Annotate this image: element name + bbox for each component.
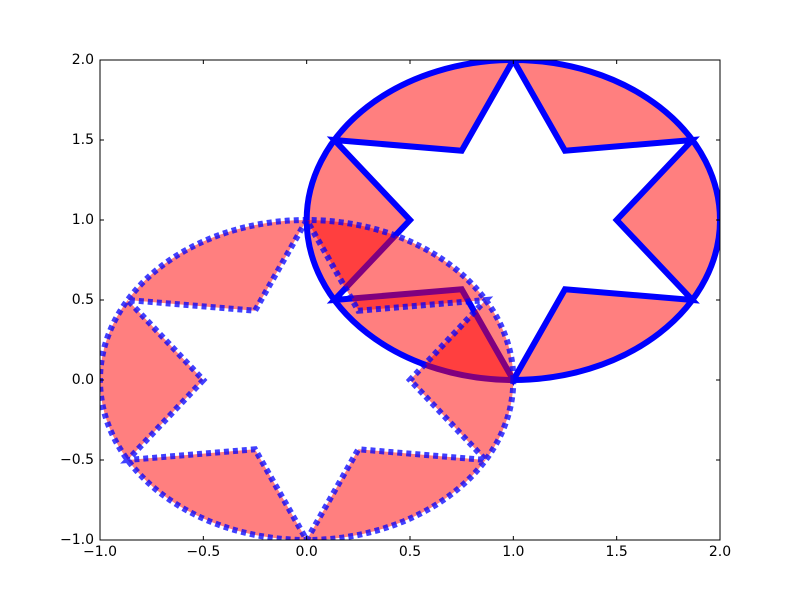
y-tick-label: 1.0 (72, 212, 94, 228)
y-tick-label: 1.5 (72, 132, 94, 148)
x-tick-label: 0.0 (296, 544, 318, 560)
plot-area (100, 60, 720, 540)
x-tick-label: 2.0 (709, 544, 731, 560)
y-tick-label: −1.0 (60, 532, 94, 548)
x-tick-label: 1.0 (502, 544, 524, 560)
x-tick-label: 1.5 (606, 544, 628, 560)
star-patch (100, 213, 517, 540)
x-tick-label: −0.5 (186, 544, 220, 560)
y-tick-label: −0.5 (60, 452, 94, 468)
x-tick-label: 0.5 (399, 544, 421, 560)
y-tick-label: 0.0 (72, 372, 94, 388)
x-tick-label: −1.0 (83, 544, 117, 560)
y-tick-label: 2.0 (72, 52, 94, 68)
star-patch (303, 60, 720, 387)
y-tick-label: 0.5 (72, 292, 94, 308)
